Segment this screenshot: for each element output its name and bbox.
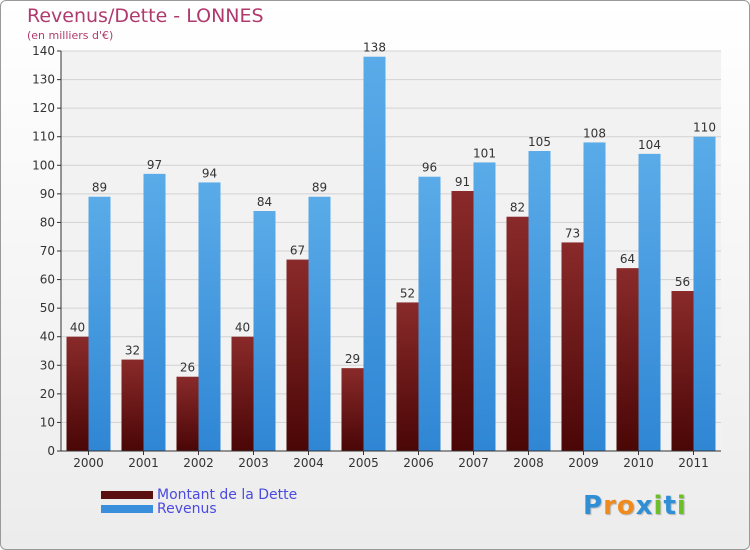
y-tick-label: 0 [47, 444, 55, 458]
bar-dette [66, 336, 89, 451]
logo-letter: r [603, 491, 617, 521]
bar-dette [561, 242, 584, 451]
data-label: 26 [180, 361, 195, 375]
y-tick-label: 20 [40, 387, 55, 401]
x-tick-label: 2010 [623, 456, 654, 470]
logo-letter: P [583, 491, 604, 521]
bar-dette [341, 368, 364, 451]
data-label: 105 [528, 135, 551, 149]
legend-item-dette: Montant de la Dette [101, 487, 298, 503]
bar-dette [396, 302, 419, 451]
y-tick-label: 60 [40, 273, 55, 287]
data-label: 32 [125, 344, 140, 358]
data-label: 40 [70, 321, 85, 335]
legend-label-revenus: Revenus [157, 501, 217, 517]
bar-revenus [473, 162, 496, 451]
y-tick-label: 130 [32, 73, 55, 87]
data-label: 40 [235, 321, 250, 335]
bar-revenus [143, 173, 166, 451]
data-label: 82 [510, 201, 525, 215]
data-label: 91 [455, 175, 470, 189]
y-tick-label: 110 [32, 130, 55, 144]
y-tick-label: 70 [40, 244, 55, 258]
legend-item-revenus: Revenus [101, 501, 217, 517]
y-tick-label: 100 [32, 158, 55, 172]
data-label: 52 [400, 286, 415, 300]
data-label: 64 [620, 252, 635, 266]
y-tick-label: 50 [40, 301, 55, 315]
data-label: 110 [693, 121, 716, 135]
x-tick-label: 2005 [348, 456, 379, 470]
bar-revenus [418, 176, 441, 451]
bar-revenus [638, 153, 661, 451]
bar-revenus [583, 142, 606, 451]
x-tick-label: 2008 [513, 456, 544, 470]
bar-revenus [528, 151, 551, 451]
logo-letter: i [676, 491, 687, 521]
logo-letter: o [616, 491, 636, 521]
data-label: 56 [675, 275, 690, 289]
x-tick-label: 2009 [568, 456, 599, 470]
x-tick-label: 2011 [678, 456, 709, 470]
y-tick-label: 140 [32, 44, 55, 58]
chart-subtitle: (en milliers d'€) [27, 29, 114, 42]
bar-dette [231, 336, 254, 451]
bar-revenus [363, 56, 386, 451]
bar-revenus [693, 136, 716, 451]
y-tick-label: 30 [40, 358, 55, 372]
bar-revenus [198, 182, 221, 451]
x-tick-label: 2004 [293, 456, 324, 470]
data-label: 101 [473, 146, 496, 160]
legend-swatch-revenus [101, 505, 153, 513]
logo-letter: t [663, 491, 677, 521]
data-label: 89 [312, 181, 327, 195]
bar-dette [176, 376, 199, 451]
data-label: 89 [92, 181, 107, 195]
data-label: 96 [422, 161, 437, 175]
bar-dette [616, 268, 639, 451]
data-label: 108 [583, 126, 606, 140]
bar-revenus [88, 196, 111, 451]
data-label: 84 [257, 195, 272, 209]
data-label: 94 [202, 166, 217, 180]
y-tick-label: 120 [32, 101, 55, 115]
y-tick-label: 10 [40, 415, 55, 429]
bar-revenus [253, 211, 276, 451]
bar-dette [451, 191, 474, 451]
bar-dette [121, 359, 144, 451]
x-tick-label: 2002 [183, 456, 214, 470]
x-tick-label: 2006 [403, 456, 434, 470]
bar-revenus [308, 196, 331, 451]
data-label: 29 [345, 352, 360, 366]
data-label: 104 [638, 138, 661, 152]
x-tick-label: 2007 [458, 456, 489, 470]
data-label: 73 [565, 226, 580, 240]
data-label: 97 [147, 158, 162, 172]
bar-dette [506, 216, 529, 451]
logo-letter: x [635, 491, 654, 521]
y-tick-label: 80 [40, 215, 55, 229]
x-tick-label: 2003 [238, 456, 269, 470]
logo-letter: i [653, 491, 664, 521]
x-tick-label: 2001 [128, 456, 159, 470]
legend-swatch-dette [101, 491, 153, 499]
x-tick-label: 2000 [73, 456, 104, 470]
data-label: 138 [363, 41, 386, 55]
chart-title: Revenus/Dette - LONNES [27, 5, 264, 27]
legend-label-dette: Montant de la Dette [157, 487, 298, 503]
y-tick-label: 90 [40, 187, 55, 201]
proxiti-logo: Proxiti [583, 491, 687, 521]
y-tick-label: 40 [40, 330, 55, 344]
data-label: 67 [290, 244, 305, 258]
bar-dette [671, 291, 694, 451]
bar-dette [286, 259, 309, 451]
